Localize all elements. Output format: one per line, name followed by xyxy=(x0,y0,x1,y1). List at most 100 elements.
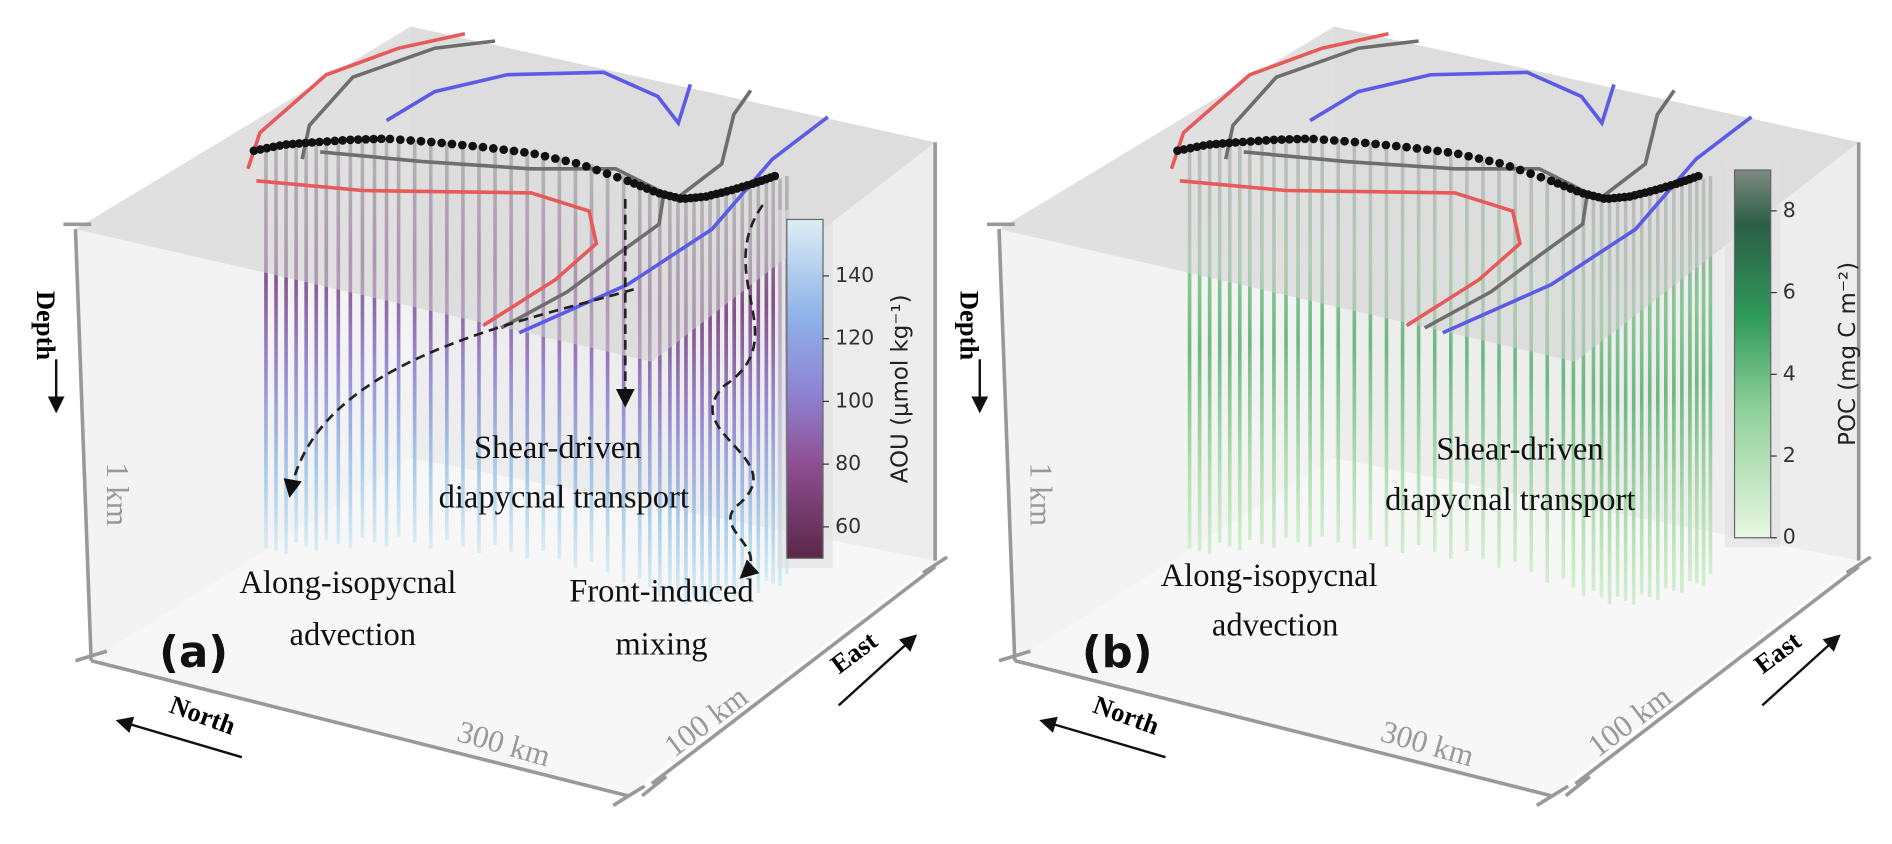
east-arrow xyxy=(837,634,918,707)
colorbar-tick-label: 120 xyxy=(835,326,874,350)
curtain-line xyxy=(637,180,642,579)
contour xyxy=(1169,31,1389,170)
annotation: Shear-driven xyxy=(474,430,641,466)
station-dot xyxy=(1402,142,1411,152)
contour xyxy=(1442,115,1753,335)
curtain-line xyxy=(1284,139,1288,538)
curtain-line xyxy=(1545,175,1550,583)
axis-line xyxy=(1564,775,1591,798)
curtain-line xyxy=(1227,143,1232,547)
curtain-line xyxy=(1368,142,1373,541)
annotation: advection xyxy=(1212,607,1339,643)
depth-scale: 1 km xyxy=(1023,463,1058,527)
axis-line xyxy=(1014,658,1552,798)
floor xyxy=(1014,458,1859,796)
axis-line xyxy=(90,658,629,798)
station-dot xyxy=(1173,146,1182,156)
annotation: Along-isopycnal xyxy=(1161,558,1378,594)
curtain-line xyxy=(493,147,497,545)
curtain-line xyxy=(1631,197,1636,605)
panel-label: (b) xyxy=(1082,628,1153,678)
curtain-line xyxy=(445,142,449,541)
curtain-line xyxy=(412,139,417,543)
curtain-line xyxy=(509,149,513,552)
curtain-line xyxy=(658,188,662,597)
curtain-line xyxy=(428,141,433,549)
flow-arrow xyxy=(283,288,635,498)
annotation: advection xyxy=(290,617,417,653)
station-dot xyxy=(1211,139,1221,149)
station-dot xyxy=(1205,140,1215,149)
station-dot xyxy=(1371,139,1380,149)
station-dot xyxy=(377,134,386,144)
curtain-line xyxy=(716,196,720,595)
curtain-line xyxy=(668,192,672,591)
station-dot xyxy=(406,136,416,145)
contour xyxy=(1598,89,1676,201)
curtain-line xyxy=(1623,198,1628,601)
curtain-line xyxy=(724,194,728,598)
curtain-line xyxy=(1320,138,1324,537)
station-dot xyxy=(1340,136,1349,146)
curtain-line xyxy=(1400,145,1405,554)
station-dot xyxy=(551,154,560,163)
curtain-line xyxy=(1384,143,1389,547)
station-dot xyxy=(1300,134,1310,144)
curtain-line xyxy=(756,185,761,594)
curtain-line xyxy=(1513,163,1517,562)
curtain-line xyxy=(732,192,737,601)
curtain-line xyxy=(684,196,688,605)
colorbar-tick-label: 140 xyxy=(835,263,874,287)
curtain-line xyxy=(605,169,610,573)
curtain-line xyxy=(314,143,319,551)
colorbar xyxy=(1733,169,1772,539)
contour xyxy=(256,179,599,328)
station-dot xyxy=(346,135,355,145)
curtain-line xyxy=(1432,149,1437,552)
axis-line xyxy=(998,649,1031,663)
station-dot xyxy=(1350,137,1360,147)
colorbar-tick-label: 80 xyxy=(835,451,861,475)
curtain-line xyxy=(1481,156,1485,560)
curtain-line xyxy=(1615,198,1620,597)
curtain-line xyxy=(1655,192,1660,601)
axis-line xyxy=(922,555,949,575)
axis-line xyxy=(73,229,93,661)
curtain-line xyxy=(1296,139,1300,543)
curtain-line xyxy=(740,190,745,589)
station-dot xyxy=(1285,135,1294,144)
curtain-line xyxy=(647,184,652,588)
station-dot xyxy=(1360,138,1370,148)
curtain-line xyxy=(1688,183,1692,582)
colorbar-tick-label: 8 xyxy=(1783,198,1796,222)
curtain-line xyxy=(573,160,578,568)
station-dot xyxy=(361,135,371,144)
curtain-line xyxy=(1248,142,1252,541)
flow-arrow xyxy=(711,204,764,579)
curtain-line xyxy=(1448,151,1453,559)
station-dot xyxy=(1381,140,1391,150)
curtain-line xyxy=(1465,153,1469,552)
curtain-line xyxy=(294,144,298,543)
curtain-line xyxy=(1308,139,1312,547)
station-dot xyxy=(1464,151,1473,161)
station-dot xyxy=(1254,136,1263,146)
station-dot xyxy=(1484,156,1494,166)
curtain-line xyxy=(764,183,769,582)
panel-label: (a) xyxy=(159,628,228,678)
station-dot xyxy=(520,147,529,157)
station-dot xyxy=(457,140,467,150)
axis-line xyxy=(1535,784,1570,807)
contour xyxy=(1223,39,1419,160)
curtain-line xyxy=(1207,146,1212,555)
station-dot xyxy=(499,145,509,155)
curtain-line xyxy=(748,188,753,591)
annotation: Along-isopycnal xyxy=(239,565,456,601)
station-dot xyxy=(770,171,780,181)
curtain-line xyxy=(304,143,308,547)
station-dot xyxy=(385,134,395,144)
curtain-line xyxy=(396,138,401,537)
contour xyxy=(300,39,496,160)
curtain-line xyxy=(477,145,481,554)
